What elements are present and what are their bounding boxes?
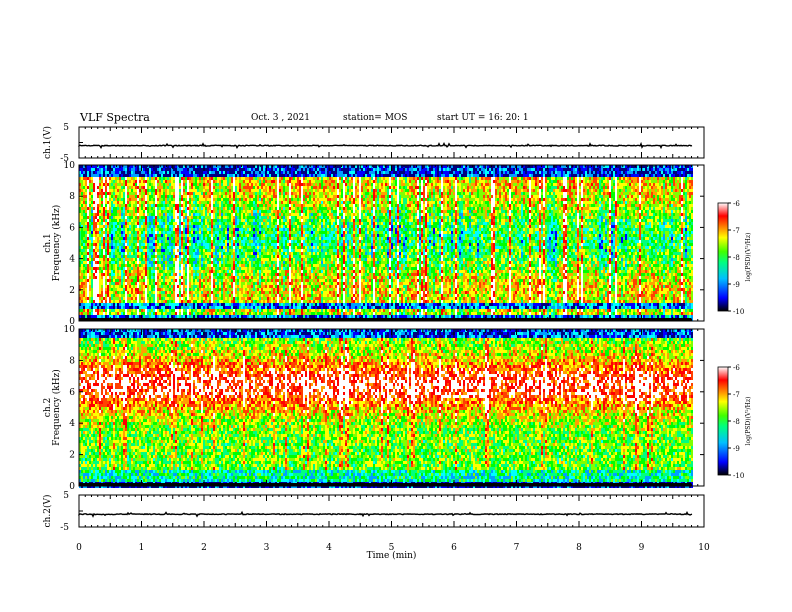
ytick-label: 10 — [64, 325, 76, 335]
xtick-label: 8 — [576, 543, 582, 553]
colorbar-tick: -8 — [733, 254, 740, 262]
xtick-label: 4 — [326, 543, 332, 553]
ytick-label: 5 — [63, 123, 69, 133]
colorbar-tick: -8 — [733, 418, 740, 426]
ch1-waveform-trace — [79, 144, 692, 148]
ch2-spectrogram — [79, 329, 693, 488]
ytick-label: 4 — [69, 419, 75, 429]
colorbar-tick: -7 — [733, 227, 740, 235]
ytick-label: 0 — [69, 482, 75, 492]
colorbar-tick: -9 — [733, 281, 740, 289]
ylabel-frequency: Frequency (kHz) — [51, 205, 62, 282]
xtick-label: 6 — [451, 543, 457, 553]
ytick-label: 6 — [69, 223, 75, 233]
xtick-label: 3 — [264, 543, 270, 553]
ylabel-waveform: ch.1(V) — [42, 126, 53, 159]
ytick-label: 8 — [69, 192, 75, 202]
colorbar-tick: -7 — [733, 391, 740, 399]
ytick-label: 4 — [69, 255, 75, 265]
colorbar-1 — [718, 203, 728, 311]
xlabel: Time (min) — [367, 550, 417, 561]
ch2-waveform-trace — [79, 512, 692, 516]
xtick-label: 9 — [639, 543, 645, 553]
xtick-label: 2 — [201, 543, 207, 553]
colorbar-tick: -10 — [733, 308, 744, 316]
xtick-label: 10 — [698, 543, 710, 553]
colorbar-tick: -9 — [733, 445, 740, 453]
ylabel-frequency: Frequency (kHz) — [51, 369, 62, 446]
colorbar-tick: -10 — [733, 472, 744, 480]
colorbar-label: log(PSD)(V²/Hz) — [745, 397, 752, 446]
xtick-label: 1 — [139, 543, 145, 553]
ytick-label: 6 — [69, 388, 75, 398]
colorbar-tick: -6 — [733, 364, 740, 372]
ytick-label: -5 — [60, 523, 69, 533]
colorbar-2 — [718, 367, 728, 475]
colorbar-label: log(PSD)(V²/Hz) — [745, 233, 752, 282]
ch1-spectrogram — [79, 165, 693, 321]
plot-canvas: 5-5ch.1(V)0246810ch.1 Frequency (kHz)0246… — [0, 0, 792, 612]
ytick-label: 2 — [69, 286, 75, 296]
ylabel-waveform: ch.2(V) — [42, 495, 53, 528]
ytick-label: 8 — [69, 356, 75, 366]
ytick-label: 5 — [63, 491, 69, 501]
vlf-spectra-figure: VLF Spectra Oct. 3 , 2021 station= MOS s… — [0, 0, 792, 612]
colorbar-tick: -6 — [733, 200, 740, 208]
ytick-label: 2 — [69, 451, 75, 461]
ytick-label: 10 — [64, 161, 76, 171]
xtick-label: 7 — [514, 543, 520, 553]
xtick-label: 0 — [76, 543, 82, 553]
